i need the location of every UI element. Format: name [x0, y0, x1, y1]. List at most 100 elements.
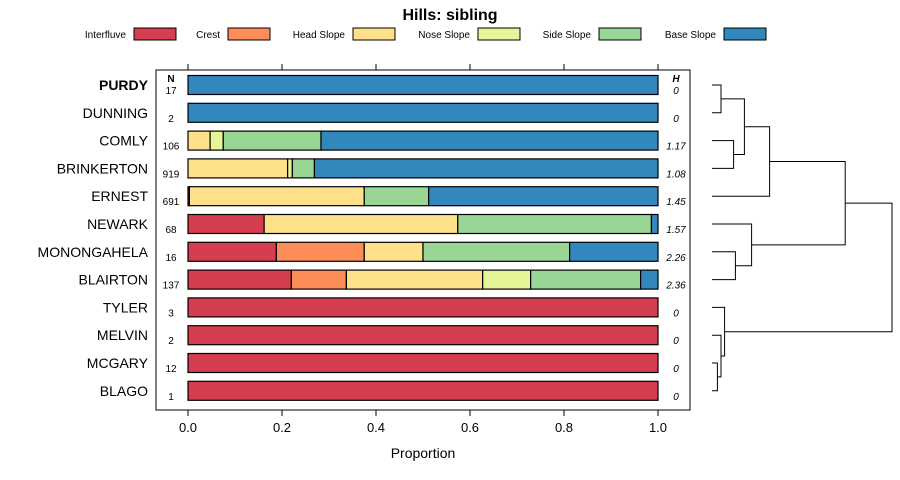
legend-label-nose-slope: Nose Slope [418, 30, 470, 41]
bar-segment-head-slope [187, 158, 289, 179]
legend: Interfluve Crest Head Slope Nose Slope Side … [85, 27, 767, 41]
row-blairton: BLAIRTON 137 2.36 [78, 269, 686, 292]
dendrogram-link [712, 251, 736, 281]
row-h-value: 2.36 [665, 281, 686, 292]
bar-segment-head-slope [345, 269, 484, 290]
chart-title: Hills: sibling [402, 7, 497, 24]
row-label: PURDY [99, 77, 149, 93]
x-axis: 0.0 0.2 0.4 0.6 0.8 1.0 [179, 64, 667, 435]
row-n-value: 137 [163, 281, 180, 292]
row-comly: COMLY 106 1.17 [99, 130, 686, 153]
bar-segment-interfluve [187, 213, 265, 235]
bar-segment-nose-slope [482, 269, 532, 290]
bar-segment-interfluve [187, 380, 659, 401]
row-label: ERNEST [91, 188, 148, 204]
row-h-value: 0 [673, 86, 679, 97]
bar-segment-base-slope [569, 241, 659, 262]
row-h-value: 1.17 [666, 142, 686, 153]
bar-segment-side-slope [291, 158, 316, 179]
x-tick-label: 0.8 [555, 420, 573, 435]
x-tick-label: 0.4 [367, 420, 385, 435]
bar-segment-interfluve [187, 352, 659, 374]
row-ernest: ERNEST 691 1.45 [91, 186, 686, 208]
row-n-value: 12 [165, 364, 177, 375]
row-h-value: 1.57 [666, 225, 686, 236]
dendrogram-link [721, 98, 745, 155]
n-column-header: N [167, 74, 174, 85]
row-label: COMLY [99, 133, 148, 149]
row-label: NEWARK [87, 216, 149, 232]
row-n-value: 3 [168, 308, 174, 319]
row-label: MONONGAHELA [38, 244, 149, 260]
bar-segment-base-slope [428, 186, 659, 207]
row-h-value: 0 [673, 308, 679, 319]
row-newark: NEWARK 68 1.57 [87, 213, 686, 236]
row-h-value: 2.26 [665, 253, 686, 264]
row-h-value: 0 [673, 364, 679, 375]
bar-segment-nose-slope [287, 158, 293, 179]
x-tick-label: 0.0 [179, 420, 197, 435]
x-axis-title: Proportion [391, 445, 456, 461]
legend-label-side-slope: Side Slope [543, 30, 592, 41]
bar-segment-base-slope [187, 102, 659, 123]
dendrogram-link [712, 126, 771, 197]
legend-swatch-head-slope [352, 27, 396, 41]
row-brinkerton: BRINKERTON 919 1.08 [57, 158, 686, 180]
bar-segment-side-slope [457, 213, 653, 235]
row-label: BLAIRTON [78, 272, 148, 288]
row-n-value: 68 [165, 225, 177, 236]
bar-segment-interfluve [187, 297, 659, 318]
bar-segment-interfluve [187, 269, 293, 290]
row-dunning: DUNNING 2 0 [83, 102, 679, 125]
bar-segment-base-slope [313, 158, 659, 179]
row-n-value: 2 [168, 114, 174, 125]
legend-swatch-nose-slope [477, 27, 521, 41]
legend-label-base-slope: Base Slope [665, 30, 717, 41]
row-n-value: 16 [165, 253, 177, 264]
row-n-value: 691 [163, 197, 180, 208]
bar-segment-crest [290, 269, 347, 290]
bar-segment-nose-slope [209, 130, 224, 151]
dendrogram-link [712, 84, 722, 114]
dendrogram-link [712, 306, 726, 357]
x-tick-label: 0.2 [273, 420, 291, 435]
rows-group: PURDY 17 0 DUNNING 2 0 COMLY 106 1.17 BRINKERTON 9… [38, 74, 686, 403]
row-monongahela: MONONGAHELA 16 2.26 [38, 241, 686, 264]
row-label: TYLER [103, 299, 148, 315]
row-blago: BLAGO 1 0 [100, 380, 679, 403]
x-tick-label: 1.0 [649, 420, 667, 435]
row-h-value: 0 [673, 336, 679, 347]
row-h-value: 0 [673, 392, 679, 403]
legend-swatch-interfluve [133, 27, 177, 41]
dendrogram-link [712, 140, 735, 169]
bar-segment-head-slope [263, 213, 459, 235]
dendrogram-link [712, 223, 753, 267]
bar-segment-head-slope [363, 241, 424, 262]
dendrogram-link [751, 160, 846, 246]
row-n-value: 1 [168, 392, 174, 403]
row-label: DUNNING [83, 105, 148, 121]
row-tyler: TYLER 3 0 [103, 297, 679, 319]
legend-label-head-slope: Head Slope [293, 30, 346, 41]
legend-swatch-base-slope [723, 27, 767, 41]
bar-segment-head-slope [187, 130, 211, 151]
row-label: BLAGO [100, 383, 148, 399]
row-melvin: MELVIN 2 0 [97, 325, 679, 347]
dendrogram-link [712, 334, 722, 378]
dendrogram-link [712, 362, 718, 392]
dendrogram-link [724, 202, 893, 333]
bar-segment-head-slope [188, 186, 365, 207]
bar-segment-side-slope [222, 130, 322, 151]
bar-segment-base-slope [650, 213, 659, 235]
row-label: MCGARY [87, 355, 149, 371]
row-purdy: PURDY 17 0 [99, 74, 679, 97]
dendrogram [712, 84, 893, 392]
row-n-value: 919 [163, 169, 180, 180]
bar-segment-crest [275, 241, 365, 262]
legend-label-crest: Crest [196, 30, 220, 41]
row-label: BRINKERTON [57, 160, 148, 176]
legend-swatch-crest [227, 27, 271, 41]
plot-frame [155, 69, 691, 411]
bar-segment-interfluve [187, 325, 659, 346]
